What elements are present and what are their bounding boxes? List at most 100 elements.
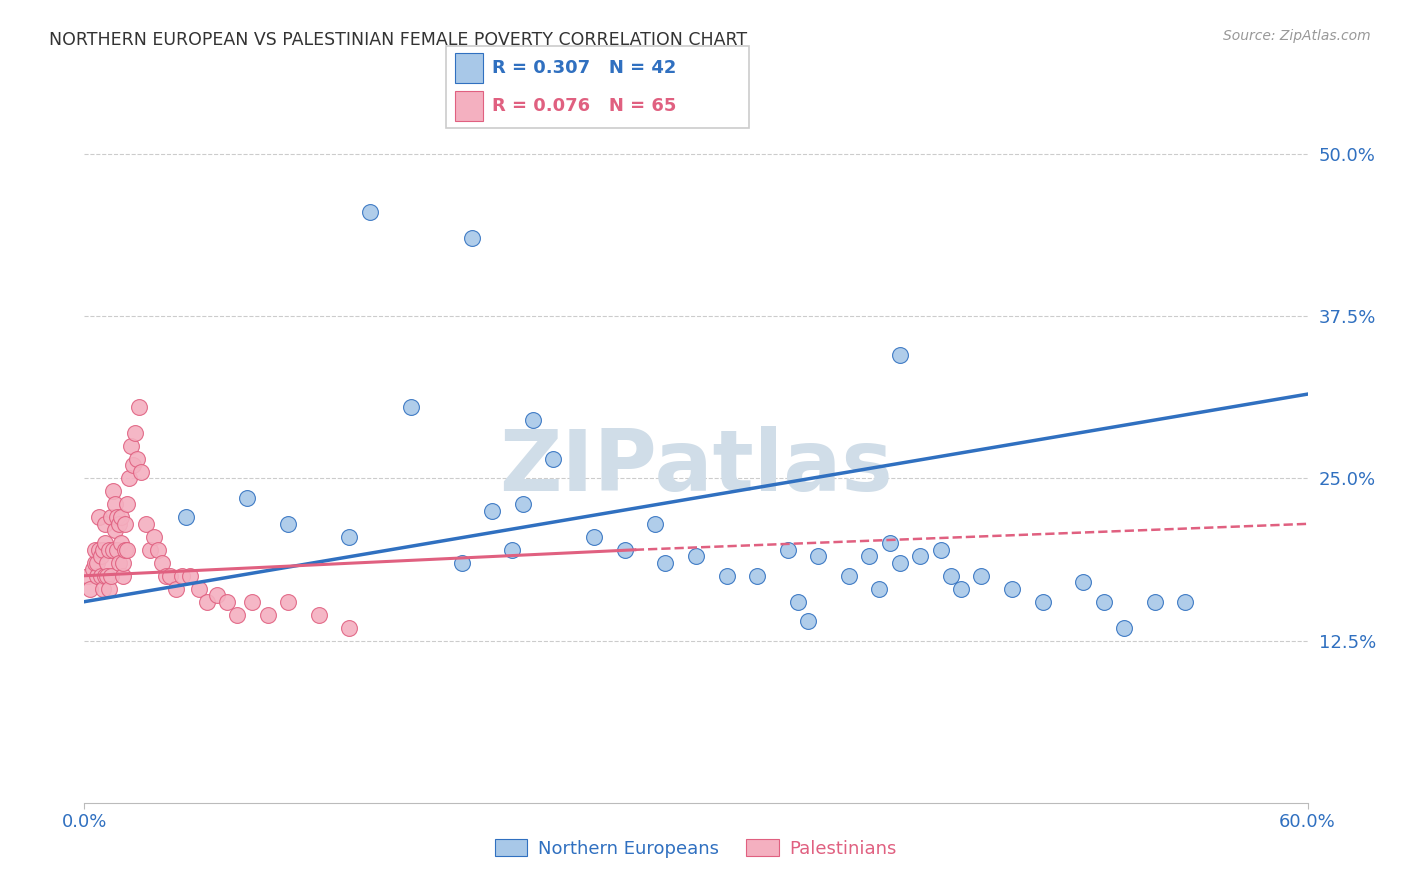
Point: [869, 582, 891, 596]
Point: [86, 568, 108, 582]
Point: [543, 452, 565, 467]
Point: [879, 536, 901, 550]
Point: [257, 607, 280, 622]
Point: [77, 568, 100, 582]
Point: [120, 439, 142, 453]
Point: [93, 568, 115, 582]
Point: [155, 568, 177, 582]
Point: [91, 542, 114, 557]
Point: [910, 549, 932, 564]
Point: [135, 516, 157, 531]
Point: [93, 516, 115, 531]
Point: [685, 549, 707, 564]
Point: [108, 556, 131, 570]
Point: [502, 542, 524, 557]
Text: Source: ZipAtlas.com: Source: ZipAtlas.com: [1223, 29, 1371, 43]
Point: [110, 536, 132, 550]
Point: [522, 413, 544, 427]
Point: [450, 556, 472, 570]
Point: [87, 510, 110, 524]
Point: [644, 516, 666, 531]
Point: [179, 568, 201, 582]
Point: [138, 542, 160, 557]
Point: [101, 542, 124, 557]
Point: [122, 458, 145, 473]
Text: R = 0.307   N = 42: R = 0.307 N = 42: [492, 59, 676, 77]
Point: [797, 614, 820, 628]
Point: [82, 562, 104, 576]
Point: [90, 568, 112, 582]
Point: [172, 568, 194, 582]
Point: [1114, 621, 1136, 635]
Point: [86, 556, 108, 570]
Point: [929, 542, 952, 557]
Point: [187, 582, 209, 596]
Point: [277, 516, 299, 531]
Point: [124, 425, 146, 440]
Point: [236, 491, 259, 505]
Point: [339, 621, 361, 635]
Point: [613, 542, 636, 557]
Point: [1073, 575, 1095, 590]
Point: [339, 530, 361, 544]
Point: [114, 542, 136, 557]
Point: [131, 465, 153, 479]
Point: [83, 542, 105, 557]
Point: [128, 400, 150, 414]
Point: [787, 595, 810, 609]
Point: [105, 542, 128, 557]
Point: [83, 556, 105, 570]
Bar: [456, 91, 484, 120]
Point: [115, 542, 138, 557]
Point: [96, 568, 118, 582]
Point: [100, 568, 122, 582]
Legend: Northern Europeans, Palestinians: Northern Europeans, Palestinians: [488, 832, 904, 865]
Point: [87, 542, 110, 557]
Point: [105, 510, 128, 524]
Point: [104, 497, 127, 511]
Point: [150, 556, 173, 570]
Point: [127, 452, 149, 467]
Point: [165, 582, 187, 596]
Point: [583, 530, 606, 544]
Point: [93, 536, 115, 550]
Point: [91, 582, 114, 596]
Point: [146, 542, 169, 557]
Point: [359, 205, 381, 219]
Point: [970, 568, 993, 582]
Point: [115, 497, 138, 511]
Point: [159, 568, 181, 582]
Point: [776, 542, 799, 557]
Point: [399, 400, 422, 414]
Point: [1174, 595, 1197, 609]
Point: [110, 510, 132, 524]
Text: ZIPatlas: ZIPatlas: [499, 425, 893, 509]
FancyBboxPatch shape: [446, 46, 749, 128]
Point: [838, 568, 860, 582]
Point: [97, 582, 120, 596]
Point: [108, 516, 131, 531]
Point: [308, 607, 330, 622]
Point: [939, 568, 962, 582]
Point: [950, 582, 973, 596]
Point: [205, 588, 228, 602]
Point: [104, 524, 127, 538]
Point: [118, 471, 141, 485]
Point: [747, 568, 769, 582]
Point: [1092, 595, 1115, 609]
Point: [461, 231, 484, 245]
Point: [716, 568, 738, 582]
Point: [195, 595, 218, 609]
Point: [1032, 595, 1054, 609]
Point: [889, 348, 911, 362]
Bar: [456, 54, 484, 83]
Text: NORTHERN EUROPEAN VS PALESTINIAN FEMALE POVERTY CORRELATION CHART: NORTHERN EUROPEAN VS PALESTINIAN FEMALE …: [49, 31, 748, 49]
Text: R = 0.076   N = 65: R = 0.076 N = 65: [492, 97, 676, 115]
Point: [114, 516, 136, 531]
Point: [1143, 595, 1166, 609]
Point: [96, 556, 118, 570]
Point: [90, 549, 112, 564]
Point: [858, 549, 880, 564]
Point: [217, 595, 239, 609]
Point: [807, 549, 830, 564]
